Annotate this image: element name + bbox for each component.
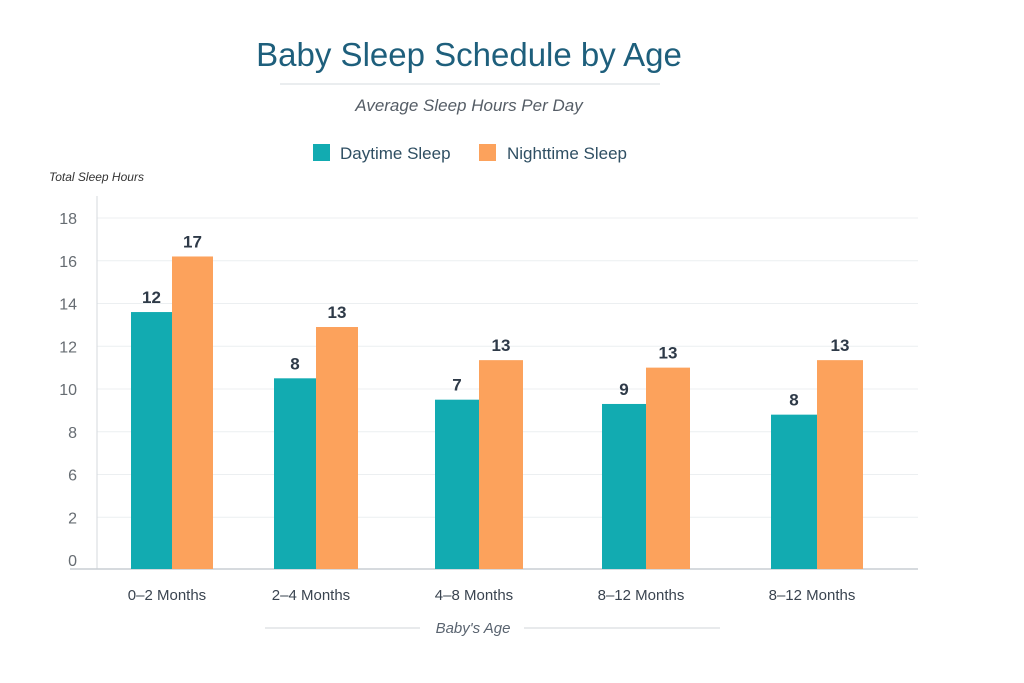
bar-daytime (274, 378, 316, 569)
bar-daytime (131, 312, 172, 569)
legend: Daytime Sleep Nighttime Sleep (313, 144, 627, 163)
x-tick-label: 8–12 Months (598, 587, 685, 604)
data-label: 9 (619, 380, 628, 399)
y-tick-label: 8 (68, 425, 77, 442)
bar-daytime (771, 414, 817, 569)
bar-nighttime (646, 367, 690, 569)
chart-subtitle: Average Sleep Hours Per Day (354, 96, 584, 115)
data-label: 13 (659, 344, 678, 363)
legend-label-nighttime: Nighttime Sleep (507, 144, 627, 163)
bar-daytime (435, 399, 479, 569)
y-tick-label: 10 (59, 382, 77, 399)
y-tick-label: 2 (68, 510, 77, 527)
data-label: 13 (492, 336, 511, 355)
data-label: 7 (452, 376, 461, 395)
x-tick-label: 4–8 Months (435, 587, 513, 604)
data-label: 13 (328, 303, 347, 322)
y-tick-label: 16 (59, 254, 77, 271)
x-tick-label: 8–12 Months (769, 587, 856, 604)
legend-swatch-daytime (313, 144, 330, 161)
chart-title: Baby Sleep Schedule by Age (256, 36, 682, 73)
data-label: 17 (183, 232, 202, 251)
data-label: 12 (142, 288, 161, 307)
x-tick-label: 2–4 Months (272, 587, 350, 604)
bar-nighttime (479, 360, 523, 569)
bar-nighttime (316, 327, 358, 569)
bar-daytime (602, 403, 646, 569)
y-tick-label: 0 (68, 553, 77, 570)
bar-nighttime (817, 360, 863, 569)
x-axis-title: Baby's Age (436, 620, 511, 637)
y-axis-title: Total Sleep Hours (49, 170, 144, 184)
legend-label-daytime: Daytime Sleep (340, 144, 451, 163)
y-tick-label: 6 (68, 468, 77, 485)
data-label: 8 (789, 391, 798, 410)
bar-nighttime (172, 256, 213, 569)
x-tick-label: 0–2 Months (128, 587, 206, 604)
data-label: 13 (831, 336, 850, 355)
y-tick-label: 14 (59, 297, 77, 314)
legend-swatch-nighttime (479, 144, 496, 161)
y-tick-label: 18 (59, 211, 77, 228)
data-label: 8 (290, 354, 299, 373)
y-tick-label: 12 (59, 339, 77, 356)
